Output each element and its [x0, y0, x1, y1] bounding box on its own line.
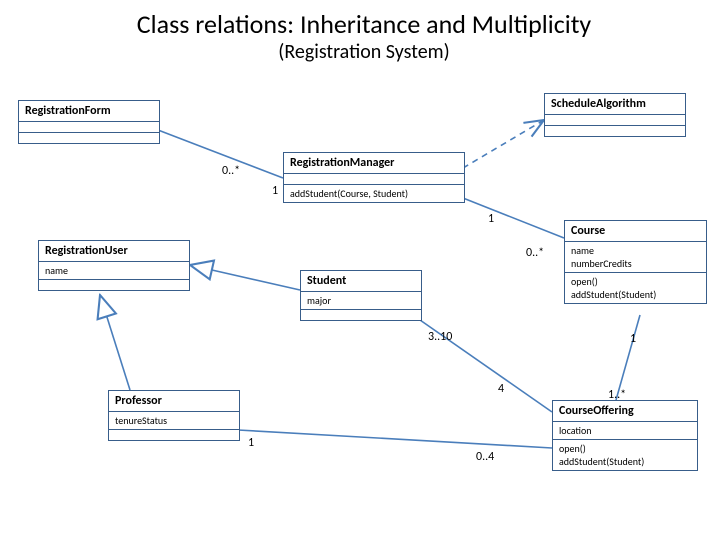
- class-name: RegistrationForm: [19, 101, 159, 122]
- title-main: Class relations: Inheritance and Multipl…: [0, 8, 728, 40]
- class-operations: [39, 280, 189, 290]
- class-name: RegistrationManager: [284, 153, 464, 174]
- multiplicity-label: 1: [248, 436, 254, 450]
- attribute: name: [571, 244, 700, 257]
- attribute: location: [559, 424, 691, 437]
- multiplicity-label: 3..10: [428, 330, 452, 344]
- class-Course: CoursenamenumberCreditsopen()addStudent(…: [564, 220, 707, 304]
- class-operations: [19, 133, 159, 143]
- class-attributes: namenumberCredits: [565, 242, 706, 273]
- class-operations: open()addStudent(Student): [553, 440, 697, 470]
- multiplicity-label: 1: [630, 332, 636, 346]
- class-name: Course: [565, 221, 706, 242]
- class-operations: addStudent(Course, Student): [284, 185, 464, 202]
- multiplicity-label: 1: [488, 212, 494, 226]
- class-Student: Student major: [300, 270, 422, 321]
- class-name: Professor: [109, 391, 239, 412]
- attribute: name: [45, 264, 183, 277]
- class-ScheduleAlgorithm: ScheduleAlgorithm: [544, 93, 686, 137]
- operation: addStudent(Course, Student): [290, 187, 458, 200]
- multiplicity-label: 0..*: [526, 246, 544, 260]
- class-attributes: name: [39, 262, 189, 280]
- class-attributes: [284, 174, 464, 185]
- edge-assoc: [238, 430, 552, 448]
- class-attributes: [19, 122, 159, 133]
- operation: open(): [559, 442, 691, 455]
- edge-inherit: [190, 265, 300, 290]
- attribute: tenureStatus: [115, 414, 233, 427]
- class-operations: [545, 126, 685, 136]
- class-operations: open()addStudent(Student): [565, 273, 706, 303]
- class-RegistrationUser: RegistrationUser name: [38, 240, 190, 291]
- title-sub: (Registration System): [0, 40, 728, 64]
- class-name: RegistrationUser: [39, 241, 189, 262]
- class-attributes: major: [301, 292, 421, 310]
- multiplicity-label: 0..4: [476, 450, 494, 464]
- class-attributes: [545, 115, 685, 126]
- class-operations: [301, 310, 421, 320]
- class-RegistrationManager: RegistrationManager addStudent(Course, St…: [283, 152, 465, 203]
- class-name: Student: [301, 271, 421, 292]
- class-attributes: tenureStatus: [109, 412, 239, 430]
- edge-depend: [463, 120, 544, 168]
- operation: addStudent(Student): [571, 288, 700, 301]
- edge-assoc: [158, 130, 283, 178]
- class-operations: [109, 430, 239, 440]
- multiplicity-label: 1: [272, 184, 278, 198]
- attribute: numberCredits: [571, 257, 700, 270]
- diagram-title: Class relations: Inheritance and Multipl…: [0, 8, 728, 64]
- operation: open(): [571, 275, 700, 288]
- class-name: ScheduleAlgorithm: [545, 94, 685, 115]
- multiplicity-label: 0..*: [222, 164, 240, 178]
- class-RegistrationForm: RegistrationForm: [18, 100, 160, 144]
- multiplicity-label: 1..*: [608, 388, 626, 402]
- edge-assoc: [463, 198, 564, 238]
- class-attributes: location: [553, 422, 697, 440]
- class-Professor: Professor tenureStatus: [108, 390, 240, 441]
- operation: addStudent(Student): [559, 455, 691, 468]
- multiplicity-label: 4: [498, 382, 504, 396]
- class-CourseOffering: CourseOffering location open()addStudent(S…: [552, 400, 698, 471]
- class-name: CourseOffering: [553, 401, 697, 422]
- edge-inherit: [100, 295, 130, 390]
- attribute: major: [307, 294, 415, 307]
